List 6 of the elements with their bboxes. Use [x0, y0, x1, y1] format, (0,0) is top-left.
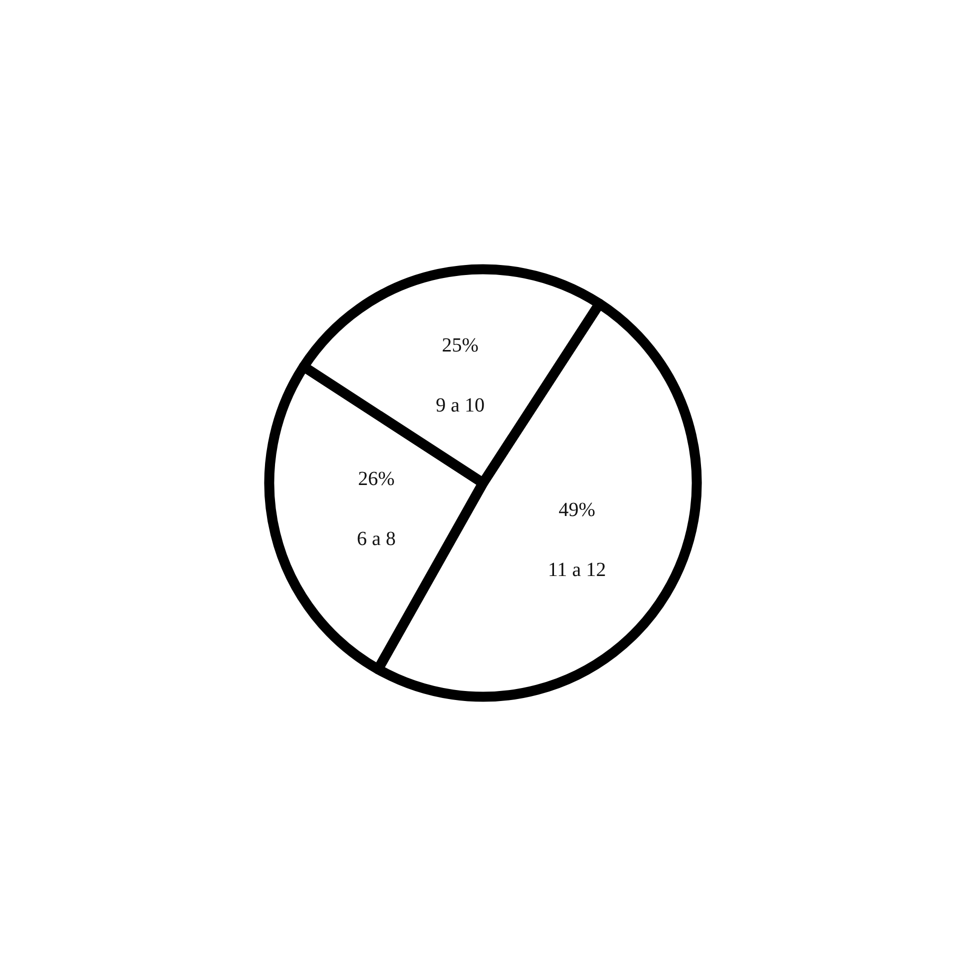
data-label: 49% — [558, 498, 596, 521]
slice-label: 9 a 10 — [436, 394, 485, 417]
data-label: 25% — [442, 334, 478, 357]
slice-label: 6 a 8 — [356, 528, 396, 550]
data-label: 26% — [358, 468, 395, 490]
slice-label: 11 a 12 — [548, 558, 606, 581]
